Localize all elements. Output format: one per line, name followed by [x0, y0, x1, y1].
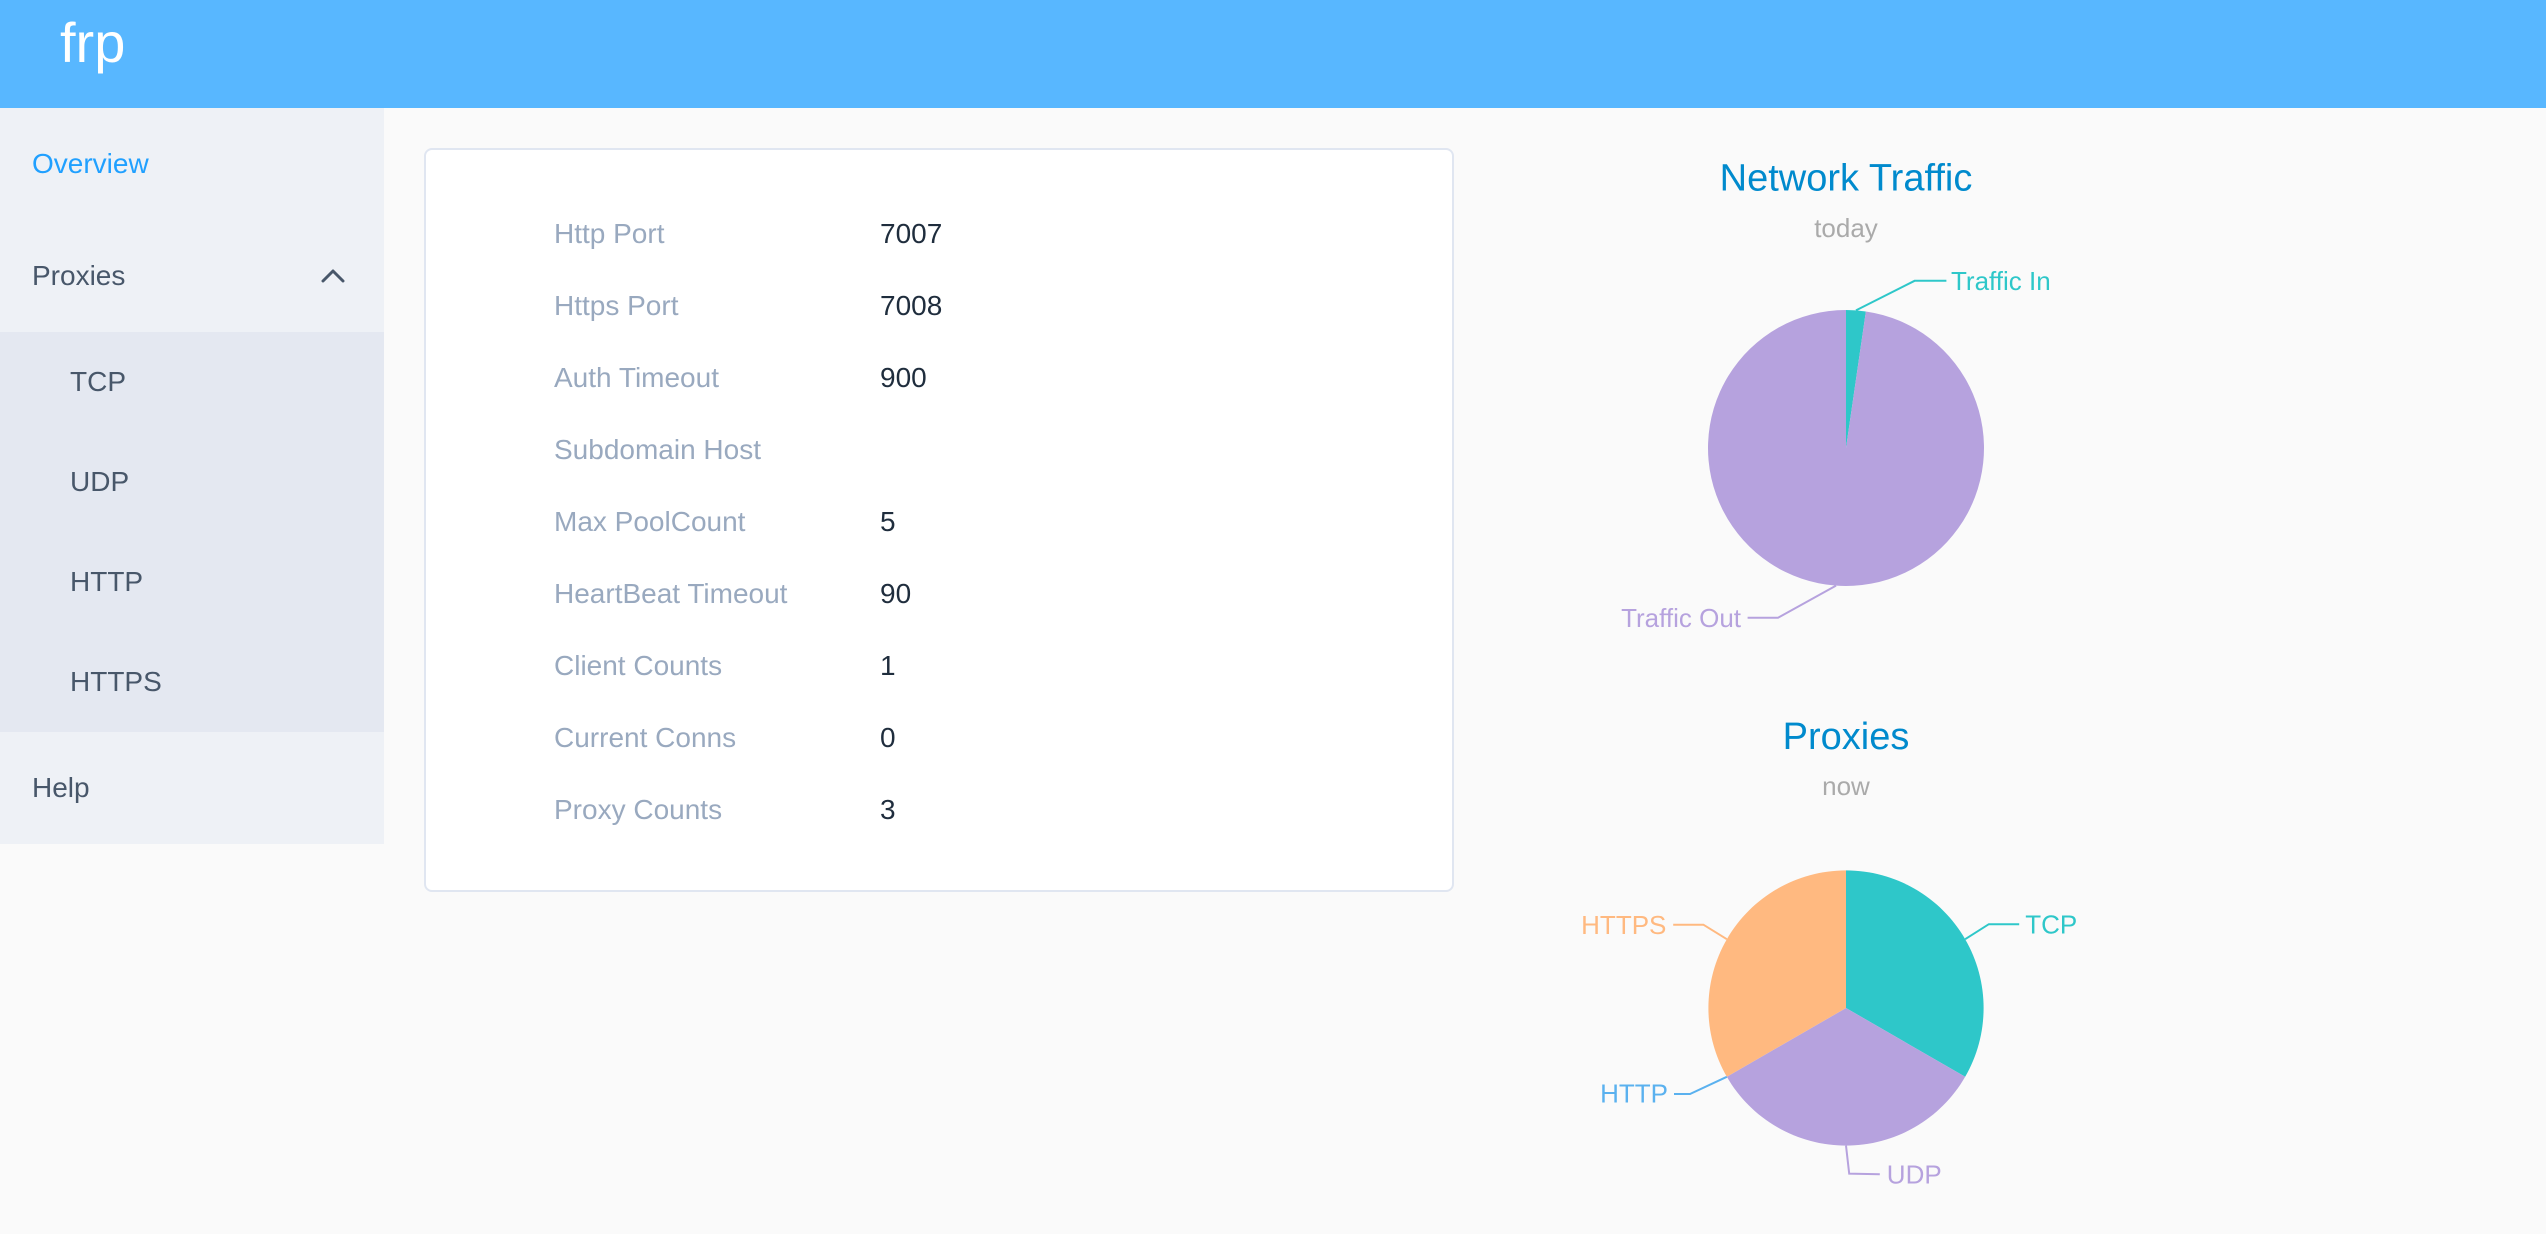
chevron-up-icon: [321, 269, 345, 283]
server-info-label: Http Port: [554, 218, 665, 249]
pie-slice-traffic-out[interactable]: [1707, 310, 1984, 586]
server-info-row: Auth Timeout 900: [426, 342, 1452, 414]
server-info-label: Subdomain Host: [554, 434, 762, 465]
pie-label-http: HTTP: [1600, 1078, 1668, 1108]
network-traffic-pie-chart: Network Traffic today Traffic In Traffic Ou…: [1621, 158, 2051, 634]
header-bar: frp: [0, 0, 2546, 108]
server-info-value: 7008: [880, 290, 943, 321]
server-info-value: 90: [880, 578, 912, 609]
server-info-value: 3: [880, 794, 896, 825]
sidebar-item-label: HTTPS: [70, 666, 162, 697]
pie-label-line-tcp: [1964, 923, 2020, 941]
server-info-label: Proxy Counts: [554, 794, 723, 825]
sidebar-item-label: Overview: [32, 148, 149, 179]
sidebar-item-label: Proxies: [32, 260, 126, 291]
sidebar-menu: Overview Proxies TCP UDP HTTP HT: [0, 108, 384, 844]
chart-subtitle: today: [1814, 213, 1878, 243]
server-info-value: 900: [880, 362, 927, 393]
sidebar-item-label: UDP: [70, 466, 130, 497]
server-info-value: 5: [880, 506, 896, 537]
server-info-label: Client Counts: [554, 650, 723, 681]
server-info-value: 1: [880, 650, 896, 681]
server-info-row: Https Port 7008: [426, 270, 1452, 342]
server-info-row: Http Port 7007: [426, 198, 1452, 270]
server-info-value: 7007: [880, 218, 943, 249]
sidebar-item-overview[interactable]: Overview: [0, 108, 384, 220]
proxies-pie-chart: Proxies now TCP UDP HTTP HTTPS: [1581, 716, 2077, 1190]
server-info-row: Subdomain Host: [426, 414, 1452, 486]
server-info-label: HeartBeat Timeout: [554, 578, 788, 609]
server-info-label: Https Port: [554, 290, 679, 321]
sidebar-item-label: HTTP: [70, 566, 144, 597]
sidebar-item-udp[interactable]: UDP: [0, 432, 384, 532]
pie-label-tcp: TCP: [2025, 910, 2077, 940]
server-info-row: Proxy Counts 3: [426, 774, 1452, 846]
sidebar-item-help[interactable]: Help: [0, 732, 384, 844]
pie-slice-https[interactable]: [1708, 870, 1846, 1077]
chart-title: Proxies: [1783, 716, 1910, 758]
sidebar-submenu-proxies: TCP UDP HTTP HTTPS: [0, 332, 384, 732]
pie-label-https: HTTPS: [1581, 910, 1666, 940]
pie-label-line-udp: [1845, 1145, 1880, 1176]
pie-label-traffic-in: Traffic In: [1951, 266, 2051, 296]
pie-label-traffic-out: Traffic Out: [1621, 603, 1742, 633]
pie-label-line-http: [1674, 1075, 1728, 1095]
pie-label-line-https: [1673, 923, 1728, 941]
server-info-value: 0: [880, 722, 896, 753]
app-logo[interactable]: frp: [60, 11, 126, 74]
pie-label-udp: UDP: [1887, 1160, 1942, 1190]
pie-label-line-traffic-out: [1747, 584, 1837, 619]
chart-title: Network Traffic: [1720, 158, 1973, 200]
pie-label-line-traffic-in: [1855, 279, 1947, 312]
server-info-label: Max PoolCount: [554, 506, 746, 537]
server-info-label: Current Conns: [554, 722, 737, 753]
sidebar-item-label: Help: [32, 772, 90, 803]
pie-slice-tcp[interactable]: [1846, 870, 1984, 1077]
server-info-row: HeartBeat Timeout 90: [426, 558, 1452, 630]
server-info-label: Auth Timeout: [554, 362, 719, 393]
chart-subtitle: now: [1822, 771, 1870, 801]
pie-slice-udp[interactable]: [1726, 1008, 1966, 1146]
server-info-card: Http Port 7007 Https Port 7008 Auth Time…: [424, 148, 1454, 892]
sidebar-item-proxies[interactable]: Proxies: [0, 220, 384, 332]
server-info-row: Current Conns 0: [426, 702, 1452, 774]
sidebar-item-tcp[interactable]: TCP: [0, 332, 384, 432]
server-info-row: Client Counts 1: [426, 630, 1452, 702]
sidebar-item-http[interactable]: HTTP: [0, 532, 384, 632]
sidebar-item-label: TCP: [70, 366, 126, 397]
sidebar-item-https[interactable]: HTTPS: [0, 632, 384, 732]
sidebar: Overview Proxies TCP UDP HTTP HT: [0, 108, 384, 844]
pie-slice-traffic-in[interactable]: [1846, 310, 1866, 448]
server-info-row: Max PoolCount 5: [426, 486, 1452, 558]
